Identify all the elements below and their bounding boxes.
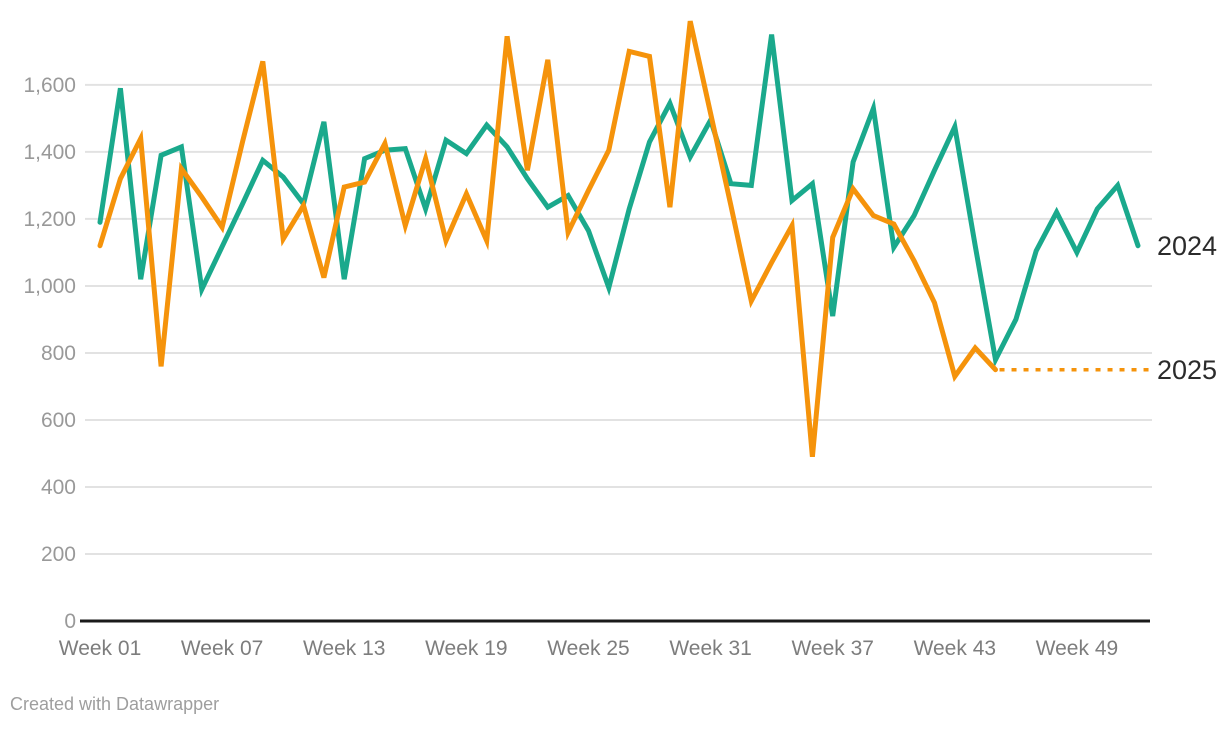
series-line-2025[interactable]: [97, 20, 998, 458]
y-tick-label-400: 400: [41, 476, 76, 499]
y-tick-label-1200: 1,200: [23, 208, 76, 231]
x-tick-label-week-7: Week 07: [181, 637, 264, 660]
x-tick-label-week-43: Week 43: [914, 637, 997, 660]
y-tick-label-0: 0: [64, 610, 76, 633]
series-label-2025: 2025: [1157, 354, 1218, 385]
y-tick-label-800: 800: [41, 342, 76, 365]
x-tick-label-week-37: Week 37: [791, 637, 874, 660]
x-tick-label-week-25: Week 25: [547, 637, 630, 660]
y-tick-label-1000: 1,000: [23, 275, 76, 298]
y-tick-label-600: 600: [41, 409, 76, 432]
x-tick-label-week-31: Week 31: [669, 637, 752, 660]
series-label-2024: 2024: [1157, 230, 1218, 261]
x-tick-label-week-13: Week 13: [303, 637, 386, 660]
datawrapper-credit: Created with Datawrapper: [10, 694, 220, 714]
y-tick-label-1400: 1,400: [23, 141, 76, 164]
x-tick-label-week-19: Week 19: [425, 637, 508, 660]
y-tick-label-1600: 1,600: [23, 74, 76, 97]
y-tick-label-200: 200: [41, 543, 76, 566]
x-tick-label-week-49: Week 49: [1036, 637, 1119, 660]
x-tick-label-week-1: Week 01: [59, 637, 142, 660]
